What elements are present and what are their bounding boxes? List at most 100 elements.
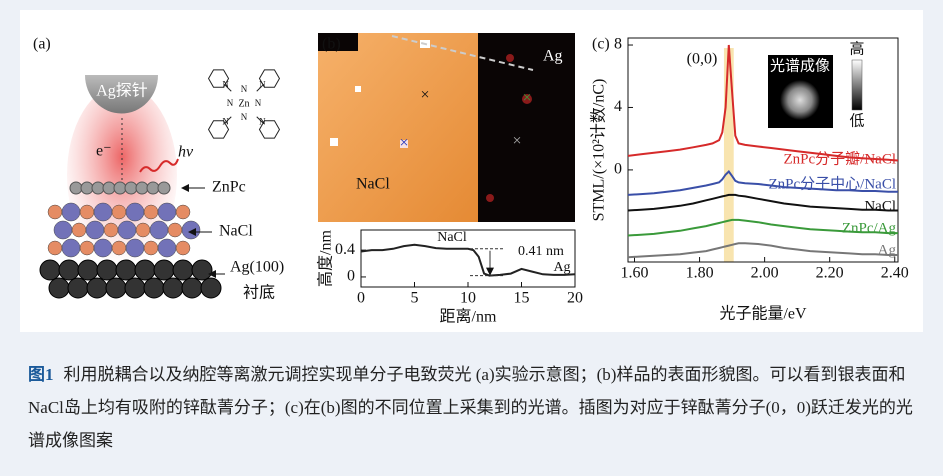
x-tick-label: 20 [567,290,583,307]
image-label: Ag [543,48,563,65]
electron-label: e⁻ [96,143,112,160]
y-tick-label: 0 [614,161,622,178]
image-label: NaCl [356,176,390,193]
ag-sphere [59,260,79,280]
ag-sphere [49,278,69,298]
nacl-sphere [94,239,112,257]
nacl-sphere [94,203,112,221]
figure: (a) Ag探针 e⁻ hν ZnPc NaCl Ag(100) 衬底 × × … [0,0,943,340]
nacl-sphere [176,205,190,219]
nacl-sphere [144,241,158,255]
nacl-sphere [48,205,62,219]
ag-sphere [68,278,88,298]
x-tick-label: 2.40 [881,265,909,282]
x-tick-label: 15 [514,290,530,307]
x-tick-label: 2.20 [816,265,844,282]
x-tick-label: 10 [460,290,476,307]
y-axis-label: 高度/nm [317,230,335,287]
molecule-dot [486,194,494,202]
nacl-sphere [158,239,176,257]
nacl-sphere [54,221,72,239]
ag-sphere [201,278,221,298]
ag-sphere [182,278,202,298]
ag-sphere [106,278,126,298]
nacl-sphere [136,223,150,237]
nacl-sphere [62,239,80,257]
annotation: 0.41 nm [518,244,564,259]
nacl-sphere [62,203,80,221]
atom-label: N [241,84,248,94]
figure-number: 图1 [28,365,54,384]
y-tick-label: 0 [347,268,355,285]
caption-text: 利用脱耦合以及纳腔等离激元调控实现单分子电致荧光 (a)实验示意图；(b)样品的… [28,365,913,450]
y-tick-label: 4 [614,98,622,115]
page: (a) Ag探针 e⁻ hν ZnPc NaCl Ag(100) 衬底 × × … [0,0,943,476]
y-axis-label: STML/(×10²计数/nC) [590,79,608,222]
ag-sphere [163,278,183,298]
legend-label: ZnPc/Ag [842,220,897,236]
znpc-sphere [81,182,93,194]
ag-sphere [78,260,98,280]
inset-scale [852,60,862,110]
nacl-sphere [104,223,118,237]
atom-label: N [227,98,234,108]
caption: 图1利用脱耦合以及纳腔等离激元调控实现单分子电致荧光 (a)实验示意图；(b)样… [28,358,918,457]
ag-sphere [87,278,107,298]
marker: × [399,135,408,152]
scale-label: 低 [849,112,864,129]
molecule-dot [355,86,361,92]
annotation: Ag [553,260,570,275]
ag-sphere [40,260,60,280]
legend-label: Ag [878,242,897,258]
nacl-sphere [182,221,200,239]
nacl-sphere [112,241,126,255]
annotation: NaCl [437,230,467,245]
x-tick-label: 2.00 [751,265,779,282]
nacl-sphere [176,241,190,255]
ag-sphere [125,278,145,298]
inset-title: 光谱成像 [770,57,830,74]
atom-label: N [259,116,266,126]
x-tick-label: 1.60 [621,265,649,282]
panel-label: (b) [322,36,341,53]
annotation: (0,0) [687,51,718,68]
nacl-sphere [168,223,182,237]
panel-label: (c) [592,36,610,53]
nacl-sphere [150,221,168,239]
y-tick-label: 0.4 [335,241,355,258]
scale-label: 高 [849,40,864,57]
znpc-sphere [70,182,82,194]
legend-label: ZnPc分子瓣/NaCl [784,150,897,167]
ag-sphere [144,278,164,298]
layer-label: ZnPc [212,179,246,196]
nacl-sphere [72,223,86,237]
x-tick-label: 0 [357,290,365,307]
nacl-sphere [144,205,158,219]
atom-label: N [255,98,262,108]
x-tick-label: 1.80 [686,265,714,282]
atom-label: N [241,112,248,122]
nacl-sphere [86,221,104,239]
atom-label: N [259,80,266,90]
legend-label: ZnPc分子中心/NaCl [769,175,897,192]
marker: × [512,133,521,150]
nacl-sphere [80,205,94,219]
nacl-sphere [126,203,144,221]
znpc-sphere [103,182,115,194]
x-axis-label: 距离/nm [440,308,497,326]
nacl-sphere [118,221,136,239]
ag-sphere [154,260,174,280]
ag-sphere [97,260,117,280]
nacl-sphere [126,239,144,257]
znpc-sphere [136,182,148,194]
marker: × [420,87,429,104]
znpc-sphere [158,182,170,194]
atom-label: N [222,116,229,126]
znpc-sphere [92,182,104,194]
molecule-dot [330,138,338,146]
nacl-sphere [48,241,62,255]
molecule-dot [506,54,514,62]
ag-sphere [116,260,136,280]
nacl-sphere [112,205,126,219]
x-tick-label: 5 [411,290,419,307]
